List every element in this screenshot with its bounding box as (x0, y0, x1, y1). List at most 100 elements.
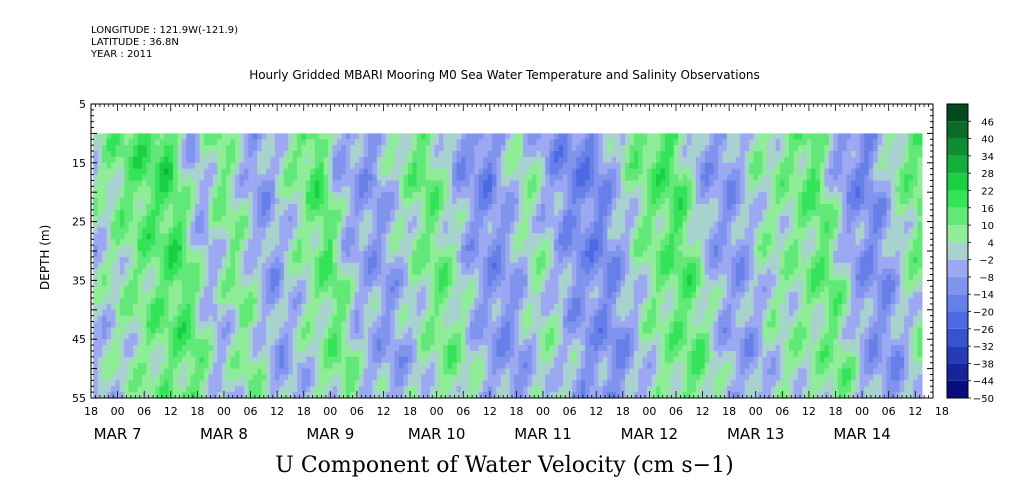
heatmap-cell (261, 268, 267, 276)
heatmap-cell (323, 215, 329, 223)
heatmap-cell (416, 374, 422, 381)
heatmap-cell (283, 251, 289, 258)
heatmap-cell (394, 280, 400, 287)
heatmap-cell (514, 362, 520, 370)
heatmap-cell (505, 262, 511, 270)
heatmap-cell (558, 380, 564, 387)
heatmap-cell (500, 321, 506, 329)
heatmap-cell (243, 321, 249, 329)
heatmap-cell (106, 156, 112, 164)
heatmap-cell (137, 380, 143, 387)
heatmap-cell (190, 162, 196, 170)
heatmap-cell (208, 362, 214, 370)
heatmap-cell (496, 192, 502, 199)
heatmap-cell (93, 198, 99, 205)
heatmap-cell (372, 350, 378, 358)
heatmap-cell (323, 368, 329, 376)
heatmap-cell (421, 350, 427, 358)
heatmap-cell (407, 280, 413, 287)
heatmap-cell (279, 215, 285, 223)
heatmap-cell (208, 145, 214, 152)
heatmap-cell (235, 198, 241, 205)
heatmap-cell (567, 227, 573, 234)
heatmap-cell (376, 233, 382, 240)
heatmap-cell (394, 292, 400, 299)
heatmap-cell (381, 186, 387, 193)
heatmap-cell (146, 139, 152, 146)
heatmap-cell (354, 133, 360, 140)
heatmap-cell (549, 221, 555, 229)
heatmap-cell (305, 380, 311, 387)
heatmap-cell (421, 251, 427, 258)
heatmap-cell (248, 180, 254, 187)
heatmap-cell (523, 203, 529, 211)
heatmap-cell (421, 298, 427, 305)
heatmap-cell (416, 333, 422, 340)
heatmap-cell (301, 239, 307, 246)
heatmap-cell (270, 156, 276, 164)
heatmap-cell (398, 227, 405, 234)
heatmap-cell (412, 151, 418, 158)
heatmap-cell (146, 145, 152, 152)
heatmap-cell (328, 303, 334, 311)
heatmap-cell (328, 333, 334, 340)
heatmap-cell (235, 386, 241, 393)
heatmap-cell (425, 321, 431, 329)
heatmap-cell (438, 209, 444, 217)
heatmap-cell (319, 180, 325, 187)
heatmap-cell (248, 380, 254, 387)
heatmap-cell (141, 133, 147, 140)
heatmap-cell (274, 145, 280, 152)
heatmap-cell (164, 262, 170, 270)
heatmap-cell (212, 356, 218, 364)
heatmap-cell (456, 203, 462, 211)
heatmap-cell (124, 345, 130, 352)
heatmap-cell (452, 362, 458, 370)
heatmap-cell (266, 139, 272, 146)
heatmap-cell (279, 309, 285, 317)
heatmap-cell (270, 209, 276, 217)
heatmap-cell (434, 145, 440, 152)
heatmap-cell (345, 251, 351, 258)
heatmap-cell (474, 339, 480, 346)
heatmap-cell (465, 156, 471, 164)
heatmap-cell (128, 162, 134, 170)
heatmap-cell (443, 251, 449, 258)
heatmap-cell (496, 227, 502, 234)
heatmap-cell (172, 174, 179, 182)
heatmap-cell (164, 268, 170, 276)
heatmap-cell (257, 180, 263, 187)
heatmap-cell (354, 192, 360, 199)
heatmap-cell (580, 298, 586, 305)
heatmap-cell (434, 186, 440, 193)
heatmap-cell (328, 174, 334, 182)
heatmap-cell (434, 221, 440, 229)
heatmap-cell (412, 174, 418, 182)
heatmap-cell (341, 221, 347, 229)
heatmap-cell (172, 274, 179, 281)
heatmap-cell (279, 327, 285, 334)
heatmap-cell (195, 321, 201, 329)
heatmap-cell (314, 280, 320, 287)
heatmap-cell (567, 280, 573, 287)
heatmap-cell (381, 245, 387, 252)
heatmap-cell (576, 145, 582, 152)
heatmap-cell (452, 339, 458, 346)
heatmap-cell (301, 145, 307, 152)
heatmap-cell (523, 298, 529, 305)
heatmap-cell (310, 315, 316, 323)
heatmap-cell (554, 386, 560, 393)
heatmap-cell (403, 156, 409, 164)
heatmap-cell (425, 203, 431, 211)
heatmap-cell (319, 286, 325, 293)
heatmap-cell (292, 386, 298, 393)
heatmap-cell (567, 203, 573, 211)
heatmap-cell (217, 333, 223, 340)
heatmap-cell (438, 286, 444, 293)
heatmap-cell (509, 227, 515, 234)
heatmap-cell (576, 215, 582, 223)
heatmap-cell (430, 156, 436, 164)
heatmap-cell (288, 386, 294, 393)
heatmap-cell (474, 145, 480, 152)
heatmap-cell (496, 256, 502, 264)
